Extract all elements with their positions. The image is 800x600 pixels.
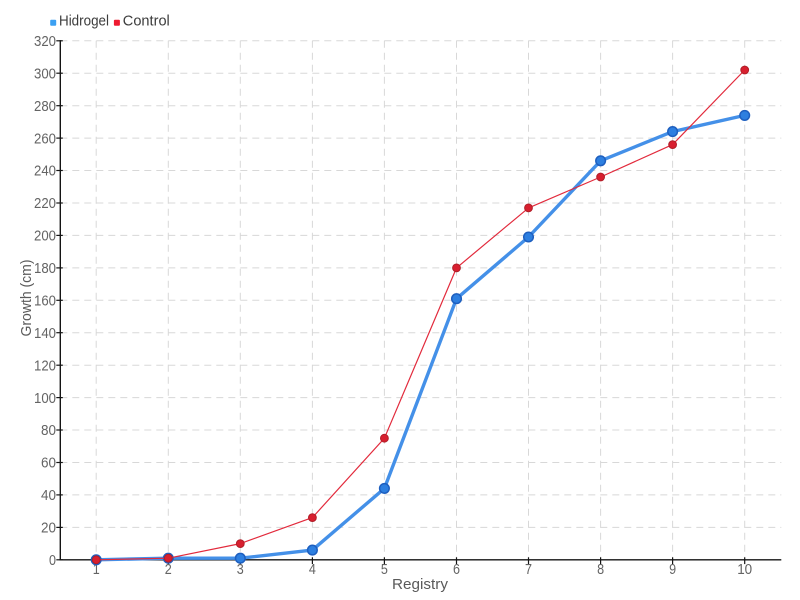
svg-text:80: 80 [41,423,56,439]
svg-text:100: 100 [34,391,56,407]
svg-text:4: 4 [309,562,316,578]
svg-text:280: 280 [34,99,56,115]
svg-text:320: 320 [34,34,56,50]
svg-text:160: 160 [34,294,56,310]
svg-text:7: 7 [525,562,532,578]
svg-text:220: 220 [34,196,56,212]
svg-text:1: 1 [93,562,100,578]
svg-text:0: 0 [49,553,56,569]
svg-text:6: 6 [453,562,460,578]
svg-text:8: 8 [597,562,604,578]
svg-text:3: 3 [237,562,244,578]
svg-text:2: 2 [165,562,172,578]
svg-text:Registry: Registry [392,577,449,593]
svg-text:180: 180 [34,261,56,277]
svg-text:140: 140 [34,326,56,342]
svg-text:240: 240 [34,164,56,180]
svg-text:120: 120 [34,358,56,374]
svg-text:5: 5 [381,562,388,578]
svg-text:40: 40 [41,488,56,504]
svg-text:60: 60 [41,456,56,472]
svg-text:20: 20 [41,521,56,537]
svg-text:300: 300 [34,66,56,82]
svg-text:260: 260 [34,131,56,147]
svg-text:Growth (cm): Growth (cm) [19,260,35,337]
svg-text:Control: Control [123,14,170,30]
svg-text:9: 9 [669,562,676,578]
svg-text:200: 200 [34,229,56,245]
svg-text:Hidrogel: Hidrogel [59,14,109,30]
svg-text:10: 10 [737,562,752,578]
